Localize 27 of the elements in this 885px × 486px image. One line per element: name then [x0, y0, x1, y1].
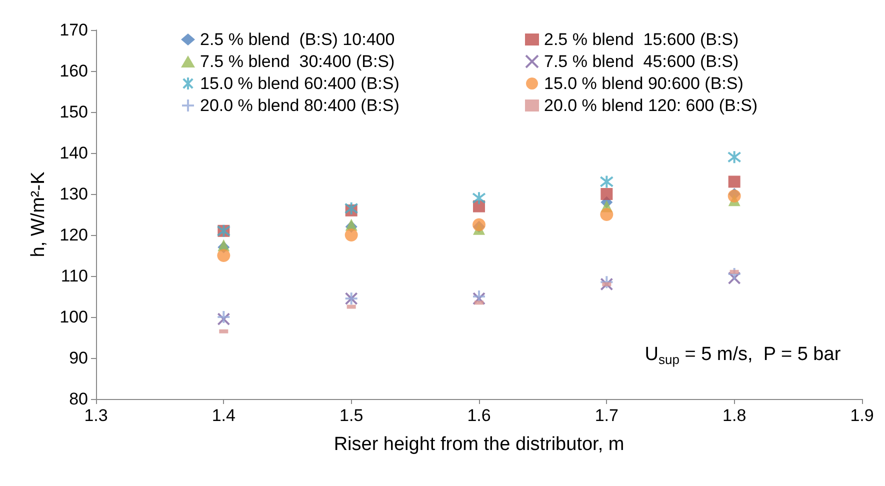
x-tick-label: 1.7 [594, 406, 618, 425]
y-axis-title: h, W/m²-K [28, 171, 49, 258]
y-tick-label: 130 [60, 184, 88, 204]
legend-label: 2.5 % blend (B:S) 10:400 [200, 30, 395, 49]
x-tick-label: 1.8 [722, 406, 746, 425]
legend-label: 20.0 % blend 80:400 (B:S) [200, 96, 400, 115]
y-tick-label: 100 [60, 308, 88, 326]
y-tick-label: 110 [60, 266, 88, 286]
x-tick-label: 1.9 [850, 406, 874, 425]
x-tick-label: 1.5 [340, 406, 364, 425]
y-tick-label: 160 [60, 62, 88, 80]
legend-label: 7.5 % blend 30:400 (B:S) [200, 52, 395, 71]
y-tick-label: 80 [69, 390, 88, 408]
legend-label: 15.0 % blend 60:400 (B:S) [200, 74, 400, 93]
legend-label: 20.0 % blend 120: 600 (B:S) [544, 96, 758, 115]
y-tick-label: 120 [60, 226, 88, 244]
legend-label: 15.0 % blend 90:600 (B:S) [544, 74, 744, 93]
y-tick-label: 140 [60, 144, 88, 162]
x-tick-label: 1.4 [212, 406, 236, 425]
legend-label: 2.5 % blend 15:600 (B:S) [544, 30, 739, 49]
legend-label: 7.5 % blend 45:600 (B:S) [544, 52, 739, 71]
x-axis-title: Riser height from the distributor, m [334, 434, 624, 455]
y-tick-label: 170 [60, 20, 88, 40]
y-tick-label: 150 [60, 102, 88, 122]
y-tick-label: 90 [69, 348, 88, 368]
x-tick-label: 1.3 [84, 406, 108, 425]
x-tick-label: 1.6 [467, 406, 491, 425]
